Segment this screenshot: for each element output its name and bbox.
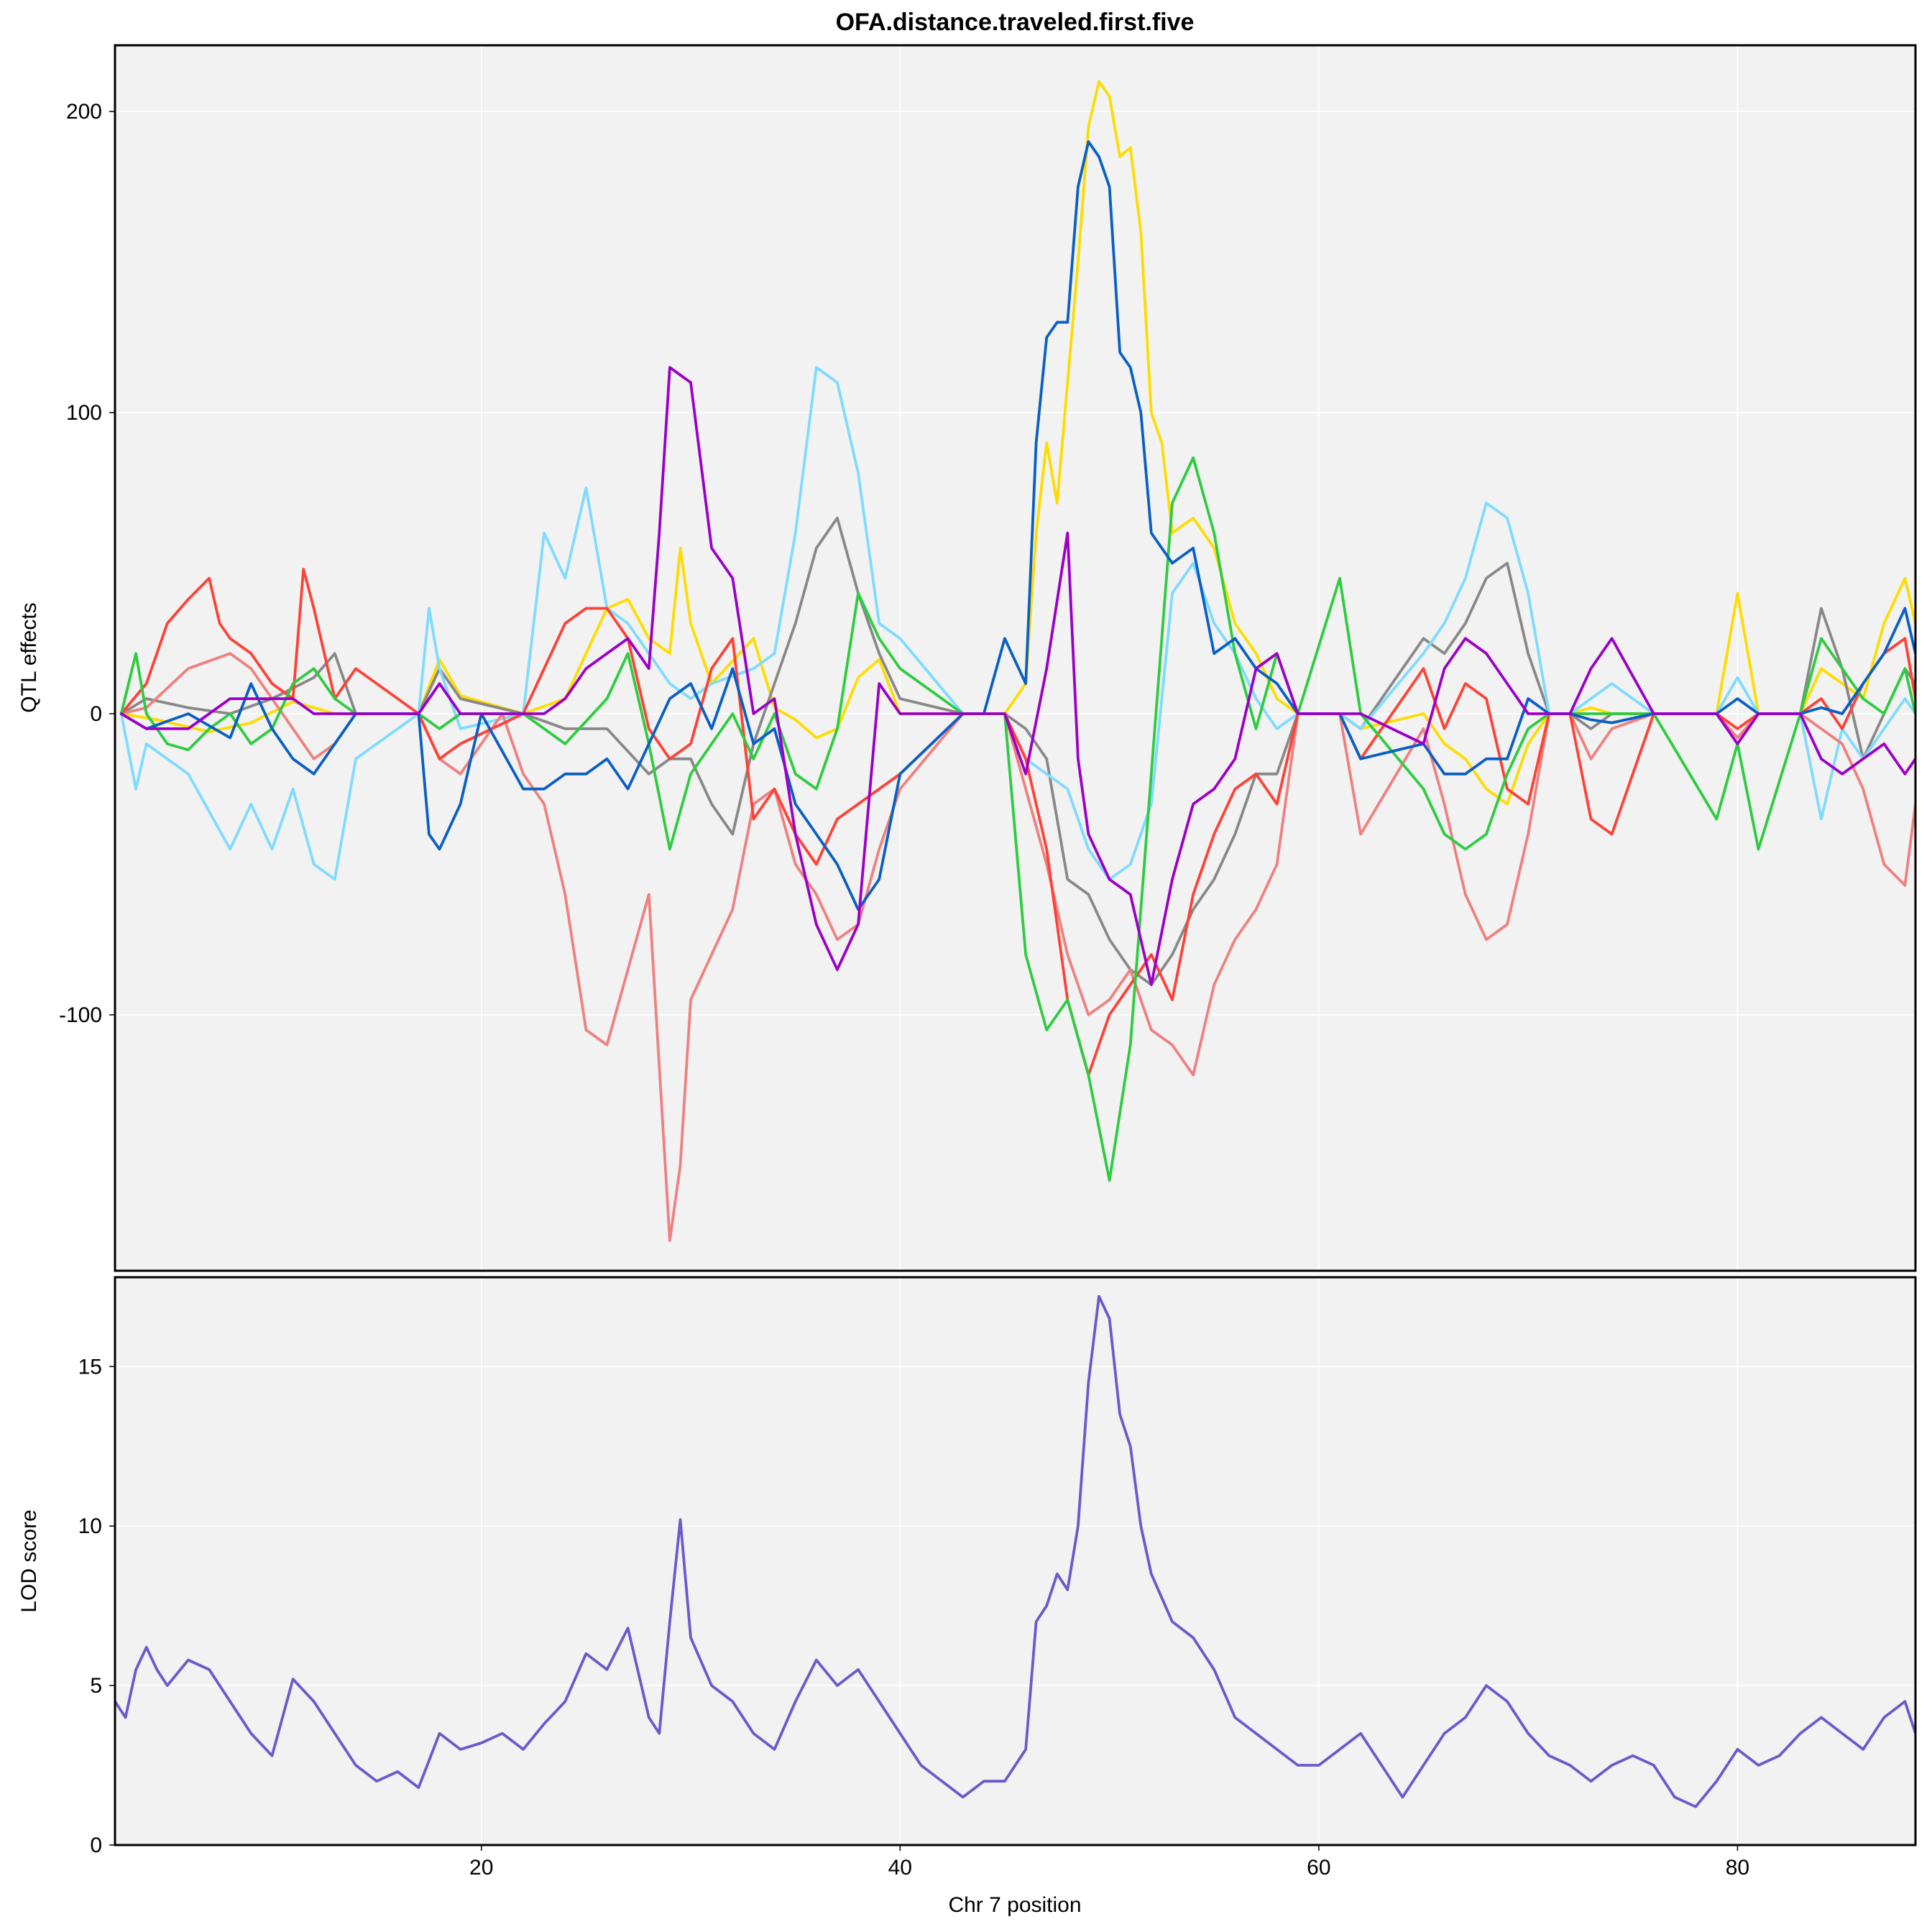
x-tick-label: 40 bbox=[888, 1856, 912, 1880]
lod-y-tick-label: 5 bbox=[90, 1674, 102, 1698]
effects-y-tick-label: 100 bbox=[66, 401, 102, 425]
x-tick-label: 60 bbox=[1307, 1856, 1330, 1880]
x-axis-label: Chr 7 position bbox=[948, 1893, 1081, 1917]
lod-y-tick-label: 10 bbox=[78, 1514, 102, 1538]
chart-title: OFA.distance.traveled.first.five bbox=[836, 9, 1195, 36]
lod-y-tick-label: 0 bbox=[90, 1834, 102, 1857]
lod-y-axis-label: LOD score bbox=[17, 1509, 41, 1612]
x-tick-label: 20 bbox=[469, 1856, 493, 1880]
effects-y-tick-label: 0 bbox=[90, 702, 102, 726]
lod-series-line-1 bbox=[115, 1294, 1915, 1808]
effects-series-line-4 bbox=[119, 652, 1915, 1242]
effects-y-tick-label: -100 bbox=[59, 1003, 102, 1027]
effects-y-axis-label: QTL effects bbox=[17, 602, 41, 712]
effects-series-line-8 bbox=[119, 366, 1915, 986]
x-tick-label: 80 bbox=[1726, 1856, 1749, 1880]
lod-panel: 0 5 10 15 bbox=[78, 1276, 1917, 1857]
effects-y-tick-label: 200 bbox=[66, 100, 102, 124]
effects-panel: -100 0 100 200 bbox=[59, 44, 1917, 1272]
lod-y-tick-label: 15 bbox=[78, 1355, 102, 1379]
